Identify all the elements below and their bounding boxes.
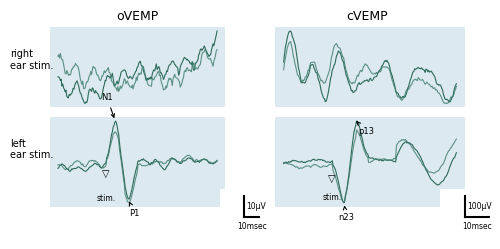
Text: n23: n23: [338, 206, 354, 222]
Text: 10μV: 10μV: [246, 202, 266, 211]
Text: stim.: stim.: [322, 193, 342, 202]
Text: N1: N1: [102, 93, 114, 117]
Text: right
ear stim.: right ear stim.: [10, 49, 54, 70]
Text: ▽: ▽: [328, 174, 336, 184]
Text: 10msec: 10msec: [237, 222, 267, 231]
Text: ▽: ▽: [102, 169, 110, 179]
Text: 10msec: 10msec: [462, 222, 492, 231]
Text: left
ear stim.: left ear stim.: [10, 139, 54, 160]
Text: stim.: stim.: [96, 194, 115, 203]
Text: 100μV: 100μV: [468, 202, 492, 211]
Text: cVEMP: cVEMP: [346, 10, 389, 23]
Text: P1: P1: [129, 202, 140, 218]
Text: oVEMP: oVEMP: [116, 10, 158, 23]
Text: p13: p13: [357, 122, 374, 136]
